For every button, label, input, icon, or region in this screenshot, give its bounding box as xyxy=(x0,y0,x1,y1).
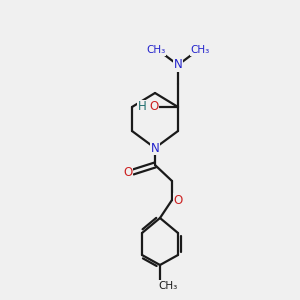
Text: O: O xyxy=(149,100,159,113)
Text: O: O xyxy=(173,194,183,206)
Text: N: N xyxy=(151,142,159,154)
Text: O: O xyxy=(123,166,133,178)
Text: N: N xyxy=(174,58,182,71)
Text: CH₃: CH₃ xyxy=(190,45,210,55)
Text: H: H xyxy=(138,100,146,113)
Text: CH₃: CH₃ xyxy=(146,45,166,55)
Text: CH₃: CH₃ xyxy=(158,281,178,291)
